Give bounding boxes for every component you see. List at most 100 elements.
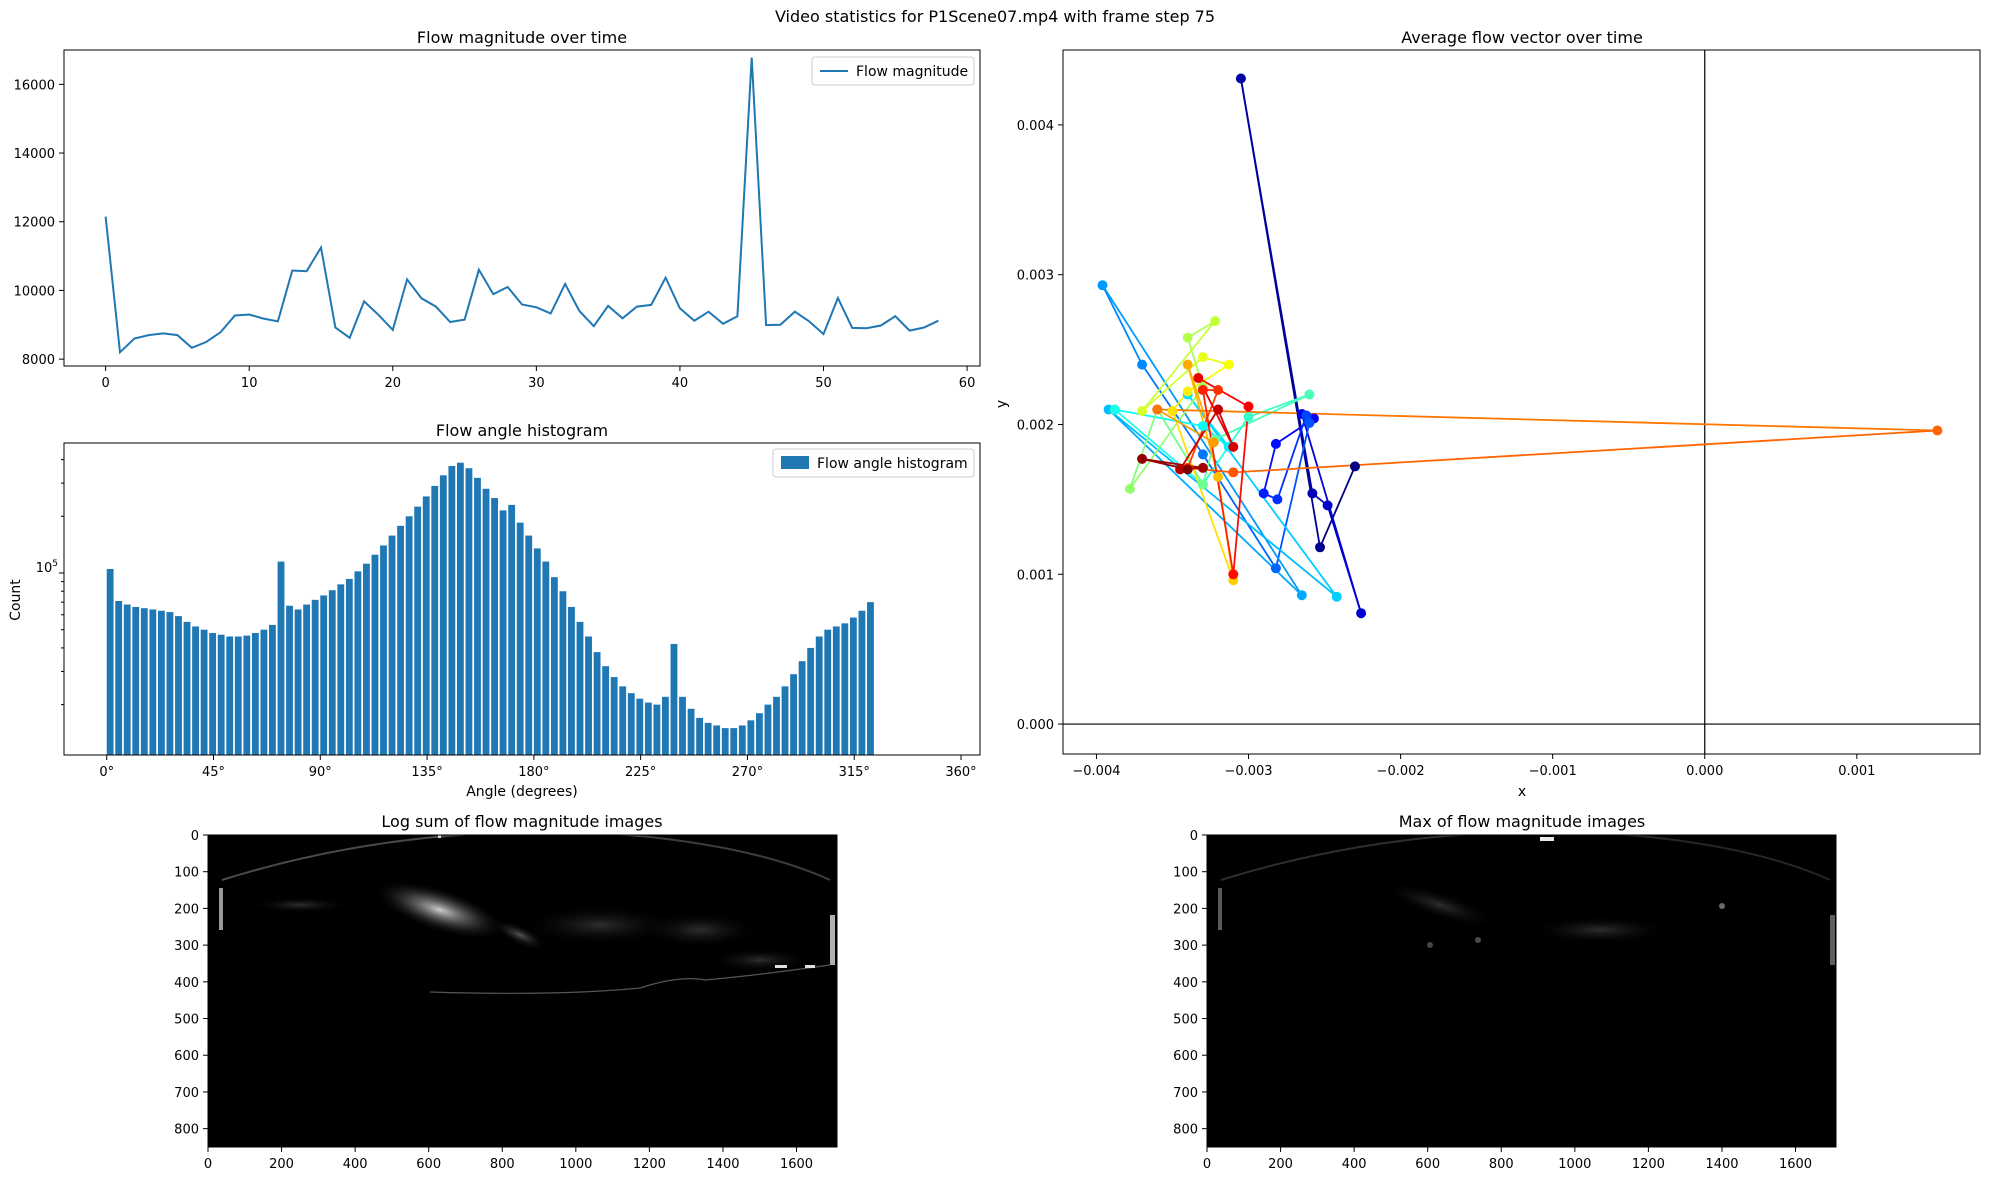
- flow-angle-bar: [807, 647, 815, 755]
- flow-angle-bar: [149, 609, 157, 755]
- max-image-xtick-label: 1600: [1779, 1157, 1812, 1172]
- flow-angle-bar: [175, 616, 182, 755]
- flow-angle-xtick-label: 90°: [309, 765, 332, 780]
- flow-angle-bar: [294, 609, 302, 755]
- flow-magnitude-xtick-label: 20: [385, 376, 402, 391]
- flow-angle-bar: [516, 522, 524, 755]
- flow-angle-xtick-label: 180°: [518, 765, 549, 780]
- flow-angle-legend-label: Flow angle histogram: [817, 456, 968, 472]
- flow-angle-ytick-base: 10: [36, 561, 53, 576]
- avg-flow-vector-xtick-label: −0.003: [1224, 764, 1272, 779]
- flow-angle-bar: [499, 510, 507, 755]
- avg-flow-vector-segment: [1197, 377, 1249, 408]
- flow-magnitude-xtick-label: 30: [528, 376, 545, 391]
- avg-flow-vector-xlabel: x: [1518, 784, 1526, 800]
- flow-angle-bar: [363, 563, 370, 755]
- max-image-ytick-label: 400: [1173, 976, 1198, 991]
- flow-angle-xtick-label: 225°: [625, 765, 656, 780]
- flow-angle-bar: [738, 725, 746, 755]
- flow-angle-bar: [260, 629, 268, 755]
- avg-flow-vector-segment: [1156, 408, 1215, 444]
- avg-flow-vector-xtick-label: −0.001: [1529, 764, 1577, 779]
- flow-angle-bar: [491, 498, 498, 755]
- flow-angle-bar: [721, 728, 729, 755]
- flow-magnitude-xtick-label: 0: [101, 376, 109, 391]
- flow-angle-bar: [166, 612, 174, 755]
- avg-flow-vector-point: [1301, 410, 1312, 421]
- avg-flow-vector-point: [1304, 389, 1315, 400]
- flow-magnitude-chart: Flow magnitude over time 0 10 20 30 40 50 60 80…: [14, 28, 981, 391]
- avg-flow-vector-point: [1182, 464, 1193, 475]
- avg-flow-vector-segment: [1171, 410, 1235, 581]
- flow-angle-bar: [841, 623, 849, 755]
- flow-angle-bar: [200, 629, 208, 755]
- flow-angle-bar: [320, 595, 328, 755]
- avg-flow-vector-ytick-label: 0.001: [1017, 568, 1054, 583]
- max-image-xtick-label: 200: [1268, 1157, 1293, 1172]
- flow-magnitude-ytick-label: 12000: [14, 216, 55, 231]
- flow-magnitude-ytick-label: 8000: [22, 353, 55, 368]
- avg-flow-vector-xtick-label: 0.000: [1686, 764, 1723, 779]
- max-image-xtick-label: 800: [1489, 1157, 1514, 1172]
- flow-angle-xtick-label: 360°: [945, 765, 976, 780]
- avg-flow-vector-segment: [1214, 393, 1310, 441]
- flow-angle-bar: [533, 548, 541, 755]
- flow-angle-bar: [183, 621, 191, 755]
- flow-angle-legend: Flow angle histogram: [772, 448, 975, 478]
- avg-flow-vector-segment: [1202, 389, 1235, 575]
- flow-angle-bar: [755, 713, 763, 755]
- flow-angle-bar: [585, 636, 592, 755]
- avg-flow-vector-point: [1223, 359, 1234, 370]
- avg-flow-vector-point: [1243, 401, 1254, 412]
- avg-flow-vector-point: [1197, 352, 1208, 363]
- avg-flow-vector-point: [1213, 385, 1224, 395]
- avg-flow-vector-segment: [1276, 415, 1308, 500]
- flow-angle-bar: [696, 717, 704, 755]
- avg-flow-vector-segment: [1141, 356, 1204, 412]
- avg-flow-vector-segment: [1240, 78, 1314, 494]
- log-sum-image-ticks: 0 200 400 600 800 1000 1200 1400 1600 0 100 200 300 4…: [174, 829, 813, 1172]
- log-sum-image: [208, 835, 837, 1147]
- max-image-title: Max of flow magnitude images: [1399, 812, 1646, 831]
- flow-angle-bar: [773, 696, 780, 755]
- flow-magnitude-ticks: 0 10 20 30 40 50 60 8000 10000 12000 14000 16000: [14, 78, 976, 391]
- flow-angle-bar: [354, 571, 362, 755]
- avg-flow-vector-segment: [1233, 429, 1938, 474]
- flow-magnitude-ytick-label: 14000: [14, 147, 55, 162]
- avg-flow-vector-segment: [1275, 422, 1311, 569]
- flow-angle-bar: [397, 525, 405, 755]
- flow-angle-xtick-label: 135°: [411, 765, 442, 780]
- flow-angle-bar: [602, 666, 610, 755]
- avg-flow-vector-point: [1182, 332, 1193, 343]
- max-image-frame: [1206, 834, 1837, 1148]
- flow-angle-bar: [132, 606, 140, 755]
- avg-flow-vector-axes-frame: [1062, 49, 1981, 755]
- avg-flow-vector-segment: [1300, 413, 1362, 614]
- flow-angle-bar: [277, 561, 285, 755]
- flow-angle-bar: [482, 488, 490, 755]
- avg-flow-vector-point: [1197, 462, 1208, 473]
- avg-flow-vector-point: [1315, 542, 1325, 553]
- avg-flow-vector-title: Average flow vector over time: [1401, 28, 1643, 47]
- flow-angle-xtick-label: 270°: [732, 765, 763, 780]
- flow-angle-bar: [627, 693, 635, 755]
- avg-flow-vector-segment: [1114, 408, 1204, 427]
- avg-flow-vector-segment: [1319, 466, 1356, 548]
- flow-angle-bar: [123, 604, 131, 755]
- flow-angle-bar: [234, 636, 242, 755]
- flow-magnitude-ytick-label: 10000: [14, 284, 55, 299]
- avg-flow-vector-point: [1322, 500, 1333, 511]
- max-image-ticks: 0 200 400 600 800 1000 1200 1400 1600 0 100 200 300 4…: [1173, 829, 1812, 1172]
- log-sum-image-xtick-label: 1000: [559, 1157, 592, 1172]
- avg-flow-vector-point: [1193, 373, 1204, 383]
- avg-flow-vector-xtick-label: 0.001: [1838, 764, 1875, 779]
- flow-magnitude-title: Flow magnitude over time: [417, 28, 627, 47]
- flow-angle-bar: [662, 696, 669, 755]
- flow-angle-bar: [115, 600, 123, 755]
- flow-angle-bar: [157, 610, 165, 755]
- flow-angle-bar: [653, 704, 661, 755]
- log-sum-image-title: Log sum of flow magnitude images: [381, 812, 662, 831]
- avg-flow-vector-point: [1304, 418, 1315, 428]
- avg-flow-vector-point: [1258, 488, 1269, 499]
